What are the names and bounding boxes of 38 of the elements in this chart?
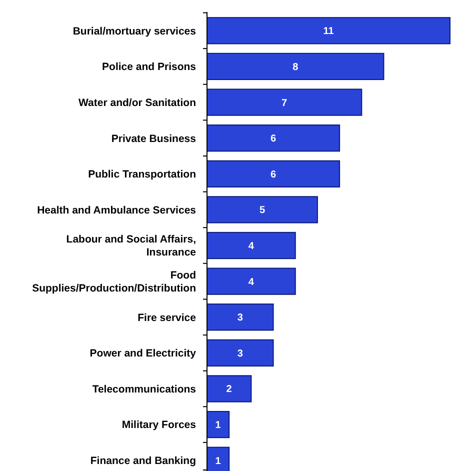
bar bbox=[206, 196, 318, 224]
bar bbox=[206, 52, 384, 80]
y-tick-label: Health and Ambulance Services bbox=[37, 204, 196, 216]
y-tick-label: Power and Electricity bbox=[90, 348, 196, 360]
bar bbox=[206, 375, 252, 402]
data-label: 1 bbox=[215, 420, 222, 432]
y-tick-label: Burial/mortuary services bbox=[72, 25, 196, 38]
data-label: 6 bbox=[270, 134, 276, 145]
y-tick-label: Telecommunications bbox=[92, 383, 196, 396]
bar bbox=[206, 268, 296, 295]
data-label: 1 bbox=[215, 456, 222, 467]
y-tick-label: Finance and Banking bbox=[90, 455, 196, 468]
bar bbox=[206, 88, 362, 116]
bar bbox=[206, 160, 340, 188]
data-label: 3 bbox=[237, 312, 244, 324]
bar bbox=[206, 17, 450, 44]
data-label: 3 bbox=[237, 348, 244, 360]
bar bbox=[206, 339, 274, 366]
y-tick-label: Food Supplies/Production/Distribution bbox=[32, 269, 196, 294]
data-label: 7 bbox=[282, 98, 288, 109]
data-label: 8 bbox=[292, 62, 299, 73]
y-tick-label: Fire service bbox=[138, 312, 196, 324]
bar bbox=[206, 232, 296, 260]
y-tick-label: Military Forces bbox=[122, 419, 196, 432]
data-label: 6 bbox=[270, 169, 276, 180]
data-label: 11 bbox=[323, 26, 334, 38]
data-label: 4 bbox=[248, 276, 254, 288]
bar bbox=[206, 410, 230, 438]
data-label: 2 bbox=[226, 384, 232, 396]
y-tick-label: Police and Prisons bbox=[102, 61, 196, 74]
y-tick-label: Private Business bbox=[111, 132, 196, 145]
y-tick-label: Public Transportation bbox=[88, 168, 196, 181]
data-label: 4 bbox=[248, 241, 254, 252]
bar bbox=[206, 124, 340, 152]
y-tick-label: Labour and Social Affairs, Insurance bbox=[66, 234, 196, 259]
y-tick-label: Water and/or Sanitation bbox=[78, 96, 196, 109]
bar bbox=[206, 304, 274, 331]
data-label: 5 bbox=[259, 205, 266, 216]
